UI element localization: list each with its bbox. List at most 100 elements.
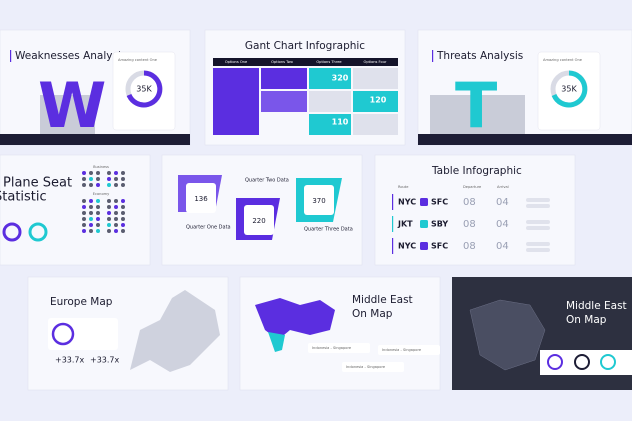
map xyxy=(255,298,335,340)
seat xyxy=(82,171,86,175)
header-cell: Options One xyxy=(225,60,248,64)
seat xyxy=(114,199,118,203)
donut xyxy=(51,322,75,346)
time: 08 xyxy=(463,219,476,230)
seat xyxy=(96,199,100,203)
footer-bar xyxy=(418,134,632,145)
label: Quarter One Data xyxy=(186,225,231,231)
city-skyline xyxy=(40,95,95,135)
seat xyxy=(89,177,93,181)
card-value: 35K xyxy=(136,85,152,94)
donut-arc xyxy=(551,70,588,108)
seat xyxy=(107,205,111,209)
time: 08 xyxy=(463,241,476,252)
cell-value: 110 xyxy=(332,118,349,127)
seat xyxy=(114,217,118,221)
pill xyxy=(526,220,550,224)
seat xyxy=(107,223,111,227)
table-rows: NYC SFC 08 04 JKT SBY 08 04 NYC SFC 08 04 xyxy=(392,194,550,254)
seat xyxy=(82,223,86,227)
cell xyxy=(309,91,351,112)
header-cell: Options Four xyxy=(364,60,387,64)
seat xyxy=(82,177,86,181)
slide-title: Statistic xyxy=(0,190,47,205)
cell xyxy=(309,114,351,135)
row-accent xyxy=(392,194,394,210)
seat xyxy=(82,229,86,233)
seat xyxy=(107,171,111,175)
city: NYC xyxy=(398,242,416,251)
city: SFC xyxy=(431,198,448,207)
header-cell: Arrival xyxy=(497,185,509,189)
slide-title: Middle East xyxy=(566,300,627,312)
card xyxy=(540,350,632,375)
seat xyxy=(107,229,111,233)
seat xyxy=(114,229,118,233)
seat xyxy=(82,211,86,215)
footer-bar xyxy=(0,134,190,145)
card-label: Amazing content One xyxy=(118,58,158,62)
seat xyxy=(121,229,125,233)
donut-arc xyxy=(126,70,163,108)
time: 04 xyxy=(496,197,509,208)
pill xyxy=(526,248,550,252)
value: 220 xyxy=(252,217,265,225)
tag xyxy=(378,345,440,355)
slide-title: Table Infographic xyxy=(431,165,522,177)
stat: +33.7x xyxy=(55,356,85,365)
seat xyxy=(89,217,93,221)
seat xyxy=(82,199,86,203)
card xyxy=(112,51,176,131)
cell-value: 120 xyxy=(370,96,387,105)
seat xyxy=(96,223,100,227)
seat xyxy=(96,177,100,181)
value: 370 xyxy=(312,197,325,205)
map xyxy=(469,299,546,371)
slide-title: Threats Analysis xyxy=(436,50,523,62)
label: Quarter Two Data xyxy=(245,178,289,184)
time: 04 xyxy=(496,241,509,252)
card xyxy=(537,51,601,131)
slide-title: Europe Map xyxy=(50,296,113,308)
seat xyxy=(121,217,125,221)
card xyxy=(304,185,334,215)
seat xyxy=(82,205,86,209)
row-accent xyxy=(392,238,394,254)
time: 08 xyxy=(463,197,476,208)
table-header xyxy=(213,58,398,66)
pill xyxy=(526,226,550,230)
city: NYC xyxy=(398,198,416,207)
seat xyxy=(96,171,100,175)
card xyxy=(186,183,216,213)
slide xyxy=(374,154,576,266)
cell-value: 320 xyxy=(332,74,349,83)
seat xyxy=(121,177,125,181)
label: Quarter Three Data xyxy=(304,227,353,233)
seat xyxy=(121,183,125,187)
arrow-icon xyxy=(420,198,428,206)
city-skyline xyxy=(430,95,525,135)
seat xyxy=(121,199,125,203)
seat xyxy=(96,183,100,187)
arrow-icon xyxy=(420,242,428,250)
seat xyxy=(82,217,86,221)
donut xyxy=(600,354,616,370)
tag xyxy=(308,343,370,353)
seat xyxy=(121,211,125,215)
cell xyxy=(261,68,307,89)
seat xyxy=(89,183,93,187)
pill xyxy=(526,198,550,202)
cell xyxy=(353,114,398,135)
seat xyxy=(114,211,118,215)
seat xyxy=(114,177,118,181)
seat xyxy=(114,183,118,187)
section-label: Business xyxy=(93,165,109,169)
tag xyxy=(342,362,404,372)
time: 04 xyxy=(496,219,509,230)
seat xyxy=(107,183,111,187)
seat xyxy=(121,223,125,227)
seat xyxy=(114,205,118,209)
section-label: Economy xyxy=(93,192,110,196)
